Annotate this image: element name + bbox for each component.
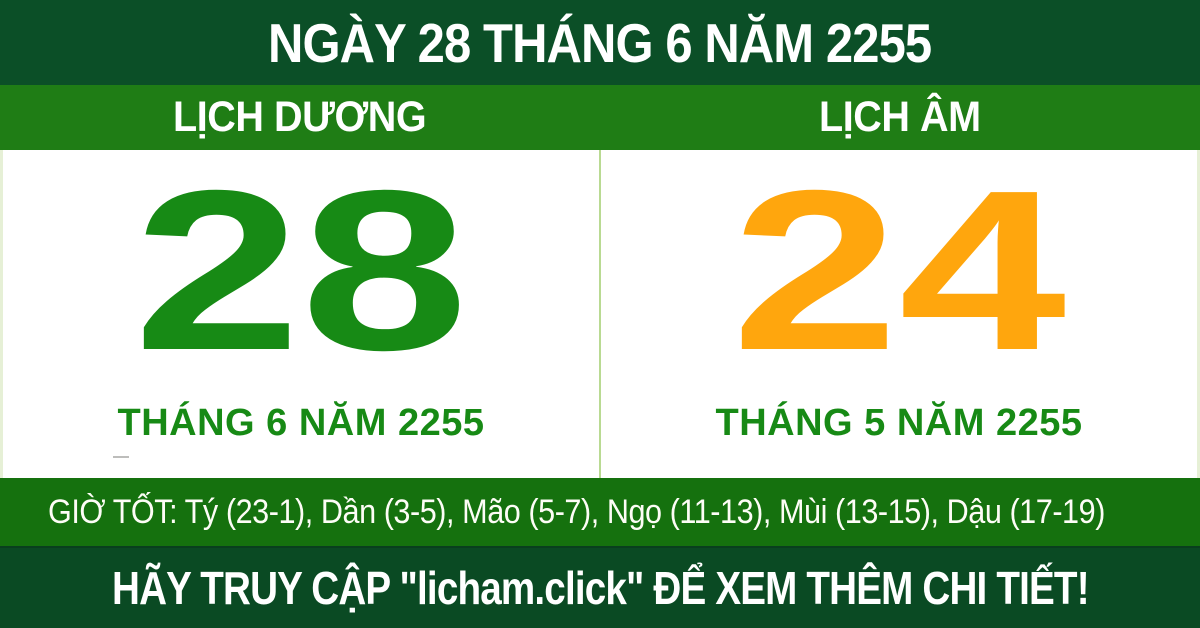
solar-month-year: THÁNG 6 NĂM 2255: [117, 402, 485, 444]
column-divider: [599, 150, 601, 478]
good-hours-bar: GIỜ TỐT: Tý (23-1), Dần (3-5), Mão (5-7)…: [0, 478, 1200, 546]
solar-column: 28 THÁNG 6 NĂM 2255: [3, 150, 599, 478]
footer-message: HÃY TRUY CẬP "licham.click" ĐỂ XEM THÊM …: [111, 562, 1090, 614]
footer-banner: HÃY TRUY CẬP "licham.click" ĐỂ XEM THÊM …: [0, 546, 1200, 628]
calendar-type-band: LỊCH DƯƠNG LỊCH ÂM: [0, 85, 1200, 150]
lunar-month-year: THÁNG 5 NĂM 2255: [715, 402, 1083, 444]
calendar-body: 28 THÁNG 6 NĂM 2255 24 THÁNG 5 NĂM 2255: [0, 150, 1200, 478]
lunar-calendar-label: LỊCH ÂM: [819, 93, 981, 141]
solar-header-cell: LỊCH DƯƠNG: [0, 85, 600, 150]
solar-calendar-label: LỊCH DƯƠNG: [173, 93, 427, 141]
lunar-column: 24 THÁNG 5 NĂM 2255: [601, 150, 1197, 478]
date-header-title: NGÀY 28 THÁNG 6 NĂM 2255: [268, 11, 932, 74]
small-dash-mark: [113, 456, 129, 458]
lunar-day-number: 24: [731, 144, 1067, 398]
solar-day-number: 28: [133, 144, 469, 398]
good-hours-text: GIỜ TỐT: Tý (23-1), Dần (3-5), Mão (5-7)…: [48, 492, 1105, 531]
date-header: NGÀY 28 THÁNG 6 NĂM 2255: [0, 0, 1200, 85]
lunar-header-cell: LỊCH ÂM: [600, 85, 1200, 150]
